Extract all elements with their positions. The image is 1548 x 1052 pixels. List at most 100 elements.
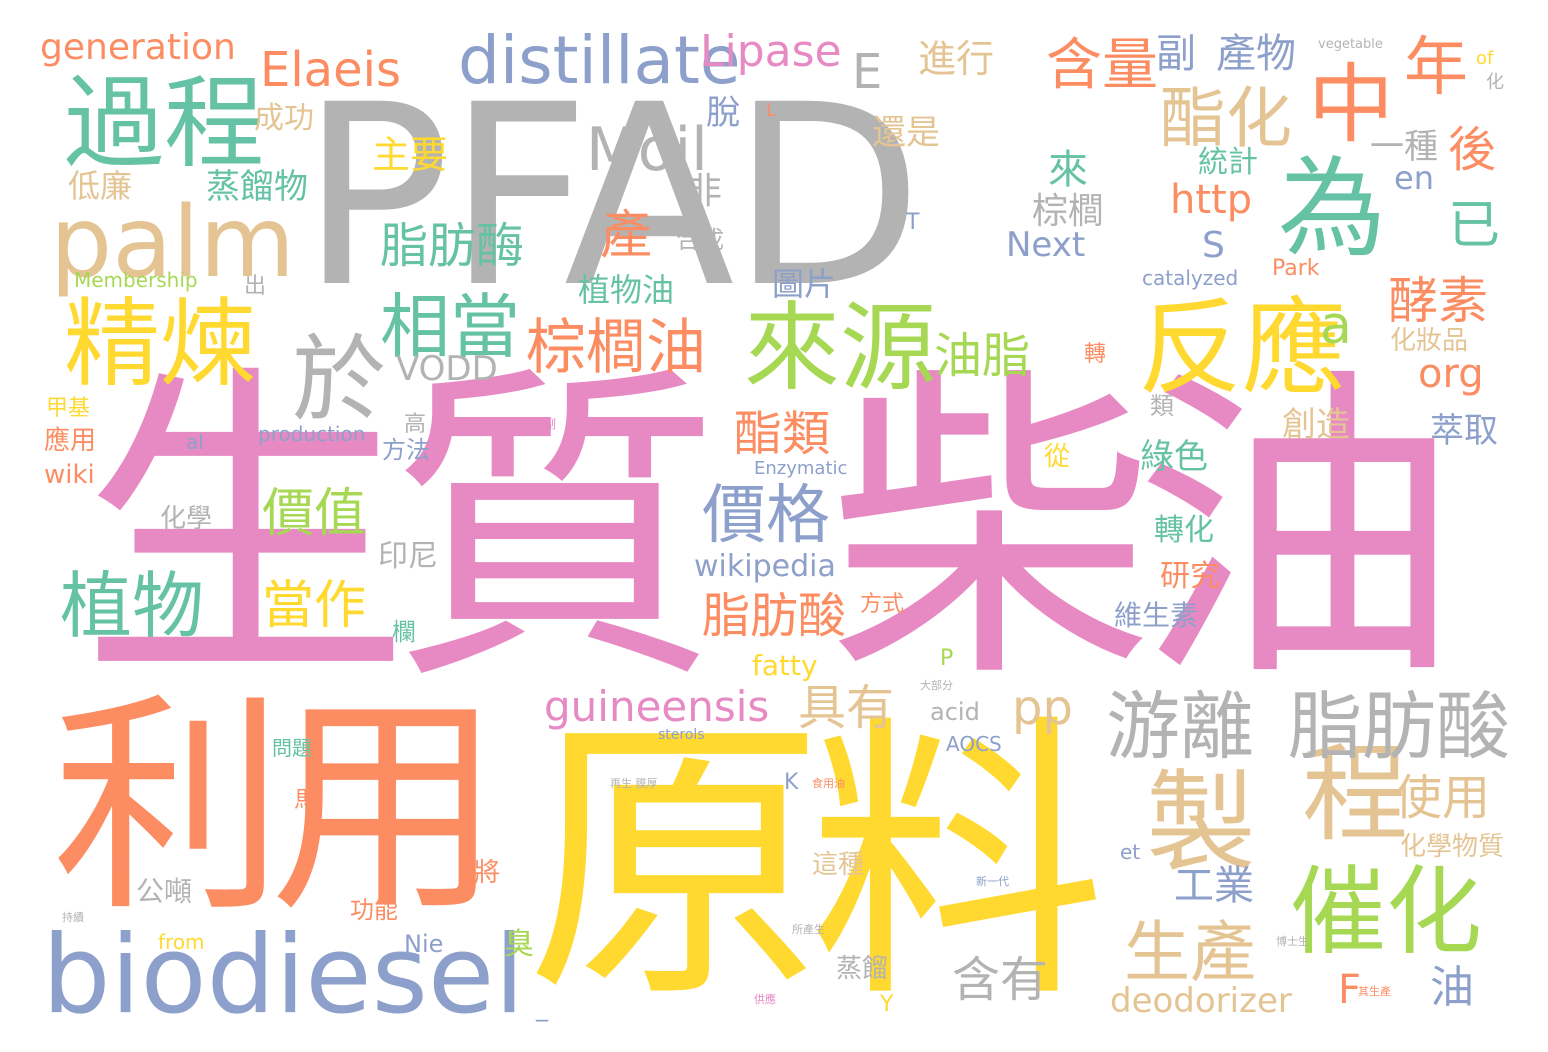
word: Enzymatic xyxy=(754,458,848,479)
word: palm xyxy=(50,186,295,300)
word: 油脂 xyxy=(934,328,1031,384)
word: 精煉 xyxy=(64,288,256,400)
word: 其生產 xyxy=(1358,985,1391,998)
word: biodiesel xyxy=(42,913,525,1038)
word: 博士生 xyxy=(1276,935,1309,948)
word: wikipedia xyxy=(694,549,836,584)
word: 方法 xyxy=(382,436,430,464)
word: 利用 xyxy=(52,673,502,943)
word: 副 xyxy=(544,417,557,431)
word: 酵素 xyxy=(1388,272,1488,330)
word: 脂肪酸 xyxy=(702,588,847,644)
word: Next xyxy=(1006,225,1086,265)
word: 價格 xyxy=(702,479,830,553)
word: 進行 xyxy=(918,37,995,81)
word: 維生素 xyxy=(1114,599,1199,632)
word: 出售生質 xyxy=(690,875,734,888)
word: Elaeis xyxy=(260,42,401,98)
word: 使用 xyxy=(1394,770,1491,826)
word: 化 xyxy=(1486,72,1504,93)
word: 類 xyxy=(1150,392,1174,420)
word: 含量 xyxy=(1046,33,1158,98)
word: 功能 xyxy=(350,896,398,924)
word: 合成 xyxy=(676,226,724,254)
word: 過程 xyxy=(64,65,264,182)
word: 於 xyxy=(292,326,387,435)
word: al xyxy=(186,430,204,454)
word: 應用 xyxy=(44,426,97,456)
word: en xyxy=(1394,159,1434,197)
word: 含有 xyxy=(952,952,1049,1008)
word: 生質 xyxy=(80,339,720,723)
word: 成功 xyxy=(254,101,314,136)
word: 中 xyxy=(1308,55,1394,155)
word: 植物 xyxy=(60,564,205,648)
word: distillate xyxy=(458,22,741,99)
word: S xyxy=(1202,225,1225,266)
word: 高 xyxy=(404,412,427,437)
word: 催化 xyxy=(1290,856,1482,968)
word: 油 xyxy=(1430,962,1474,1013)
word: 公噸 xyxy=(136,875,193,908)
word: 來 xyxy=(1048,147,1088,193)
word: 持續 xyxy=(62,911,84,924)
word: generation xyxy=(40,27,236,68)
word: of xyxy=(1476,48,1494,69)
word: production xyxy=(258,422,366,446)
word: acid xyxy=(930,698,980,726)
word: 蒸餾物 xyxy=(206,167,308,207)
word: K xyxy=(784,770,799,795)
word: org xyxy=(1418,351,1484,397)
word: 化妝品 xyxy=(1390,326,1469,356)
word: 萃取 xyxy=(1430,411,1498,451)
word: 綠色 xyxy=(1140,437,1208,477)
word: 棕櫚 xyxy=(1032,191,1105,232)
word: 方式 xyxy=(860,592,905,617)
word: 脂肪酸 xyxy=(1288,684,1510,770)
word: 產物 xyxy=(1216,31,1296,77)
word: wiki xyxy=(44,460,95,490)
word: 反應 xyxy=(1138,287,1347,409)
word: deodorizer xyxy=(1110,981,1292,1021)
word: 大部分 xyxy=(920,679,953,692)
word: 主要 xyxy=(372,133,449,177)
word: vegetable xyxy=(1318,37,1383,52)
word: 一種 xyxy=(1370,127,1438,167)
word: a xyxy=(1320,296,1352,356)
word: VODD xyxy=(396,349,498,389)
word: Membership xyxy=(74,268,198,292)
word: 具有 xyxy=(798,680,895,736)
word: 副 xyxy=(1156,31,1196,77)
word: 酯化 xyxy=(1160,80,1292,157)
word: 為 xyxy=(1278,147,1387,272)
word: 價值 xyxy=(262,484,367,544)
word: 相當 xyxy=(380,286,520,368)
word: 臭 xyxy=(504,927,534,962)
word: 統計 xyxy=(1198,145,1258,180)
word: 欄 xyxy=(392,618,416,646)
word: 馬 xyxy=(294,788,317,813)
word: catalyzed xyxy=(1142,266,1239,290)
word: 低廉 xyxy=(68,167,133,205)
word: Moil xyxy=(586,115,708,185)
word: 後 xyxy=(1448,122,1497,178)
word: P xyxy=(940,646,954,671)
word: 脂肪酶 xyxy=(380,218,525,274)
word: 化學 xyxy=(160,504,213,534)
word: 新一代 xyxy=(976,875,1009,888)
word: 年 xyxy=(1404,31,1468,105)
word: 已 xyxy=(1448,196,1501,256)
word: 研究 xyxy=(1160,559,1220,594)
word: L xyxy=(766,100,777,121)
word: 創造 xyxy=(1282,405,1350,445)
word: 當作 xyxy=(262,576,367,636)
word: 再生 膜厚 xyxy=(610,777,658,790)
word: Y xyxy=(880,992,894,1017)
word: fatty xyxy=(752,649,818,682)
word: 工業 xyxy=(1174,863,1254,909)
word: 生產 xyxy=(1124,914,1256,991)
word: T xyxy=(906,210,920,235)
word: 甲基 xyxy=(46,396,91,421)
word: 酯類 xyxy=(734,406,831,462)
